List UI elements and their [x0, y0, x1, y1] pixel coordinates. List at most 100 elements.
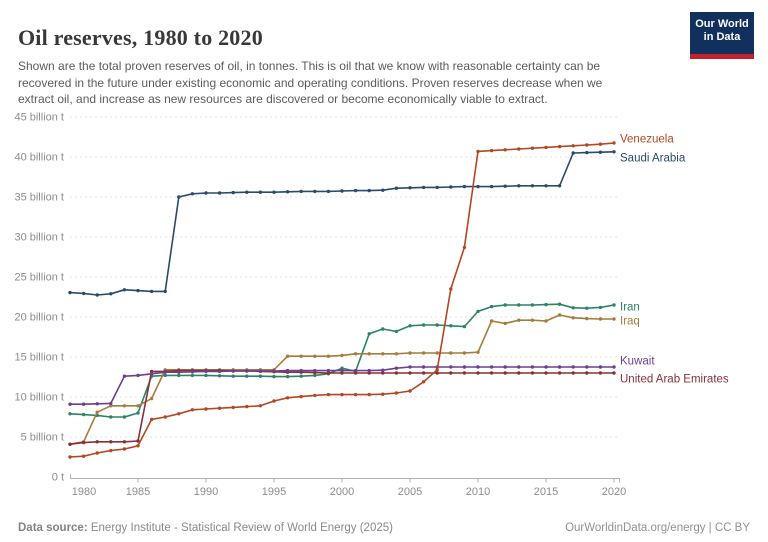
point-iraq-1982[interactable]	[95, 410, 99, 414]
point-venezuela-1995[interactable]	[272, 399, 276, 403]
point-kuwait-1992[interactable]	[231, 369, 235, 373]
point-iraq-2017[interactable]	[571, 316, 575, 320]
point-venezuela-1996[interactable]	[285, 396, 290, 400]
point-iran-2017[interactable]	[571, 306, 575, 310]
point-venezuela-2001[interactable]	[353, 392, 358, 397]
point-saudi-arabia-2011[interactable]	[489, 184, 494, 189]
point-kuwait-2008[interactable]	[449, 365, 453, 369]
point-saudi-arabia-2010[interactable]	[476, 184, 480, 189]
point-united-arab-emirates-2015[interactable]	[544, 371, 548, 375]
point-united-arab-emirates-1985[interactable]	[136, 439, 140, 443]
point-iraq-2003[interactable]	[381, 352, 385, 356]
point-kuwait-1986[interactable]	[149, 372, 154, 376]
point-iran-1997[interactable]	[299, 374, 303, 378]
point-saudi-arabia-1982[interactable]	[95, 293, 99, 297]
point-saudi-arabia-1980[interactable]	[68, 290, 72, 295]
point-iran-1991[interactable]	[217, 374, 222, 378]
point-iran-2006[interactable]	[421, 323, 426, 327]
point-united-arab-emirates-2012[interactable]	[503, 371, 507, 375]
point-iran-2010[interactable]	[476, 309, 480, 314]
point-kuwait-1993[interactable]	[245, 369, 249, 373]
point-venezuela-2018[interactable]	[585, 143, 589, 147]
point-venezuela-1998[interactable]	[313, 393, 317, 398]
point-venezuela-1983[interactable]	[109, 448, 113, 453]
point-venezuela-1990[interactable]	[204, 407, 208, 411]
point-iran-2020[interactable]	[612, 303, 616, 307]
point-venezuela-1986[interactable]	[149, 417, 154, 422]
point-iraq-2010[interactable]	[476, 350, 480, 354]
point-saudi-arabia-2012[interactable]	[503, 184, 507, 188]
point-kuwait-2011[interactable]	[489, 365, 494, 369]
point-kuwait-2013[interactable]	[517, 365, 521, 369]
point-iran-2014[interactable]	[530, 303, 535, 307]
point-kuwait-2001[interactable]	[353, 368, 358, 373]
line-iraq[interactable]	[69, 314, 614, 445]
point-iran-1980[interactable]	[68, 412, 72, 416]
point-kuwait-2010[interactable]	[476, 365, 480, 369]
point-saudi-arabia-2006[interactable]	[421, 185, 426, 190]
point-venezuela-1993[interactable]	[245, 404, 249, 409]
point-venezuela-2020[interactable]	[612, 141, 616, 145]
point-kuwait-1997[interactable]	[299, 368, 303, 373]
point-iran-1989[interactable]	[190, 373, 195, 378]
point-venezuela-1991[interactable]	[217, 406, 222, 410]
point-united-arab-emirates-2019[interactable]	[598, 371, 603, 375]
point-saudi-arabia-1998[interactable]	[313, 189, 317, 194]
point-iraq-2019[interactable]	[598, 317, 603, 321]
point-iraq-1985[interactable]	[136, 404, 140, 408]
point-iran-2002[interactable]	[367, 332, 371, 336]
point-iran-2015[interactable]	[544, 302, 548, 307]
point-iran-1998[interactable]	[313, 373, 317, 378]
point-iraq-2001[interactable]	[353, 352, 358, 356]
point-iran-2008[interactable]	[449, 324, 453, 328]
point-kuwait-1994[interactable]	[258, 369, 263, 373]
point-saudi-arabia-2001[interactable]	[353, 188, 358, 193]
legend-label-venezuela[interactable]: Venezuela	[620, 134, 674, 146]
point-iraq-2011[interactable]	[489, 319, 494, 323]
point-saudi-arabia-1981[interactable]	[81, 291, 86, 296]
point-kuwait-1988[interactable]	[177, 370, 181, 374]
point-iraq-2000[interactable]	[340, 353, 344, 358]
point-kuwait-1998[interactable]	[313, 368, 317, 373]
point-venezuela-2016[interactable]	[557, 144, 562, 149]
point-saudi-arabia-1991[interactable]	[217, 191, 222, 195]
point-united-arab-emirates-2006[interactable]	[421, 371, 426, 375]
point-iraq-2016[interactable]	[557, 313, 562, 317]
point-united-arab-emirates-1981[interactable]	[81, 440, 86, 445]
point-venezuela-1999[interactable]	[326, 392, 331, 397]
point-kuwait-1990[interactable]	[204, 369, 208, 374]
point-iraq-2006[interactable]	[421, 351, 426, 355]
point-saudi-arabia-2019[interactable]	[598, 150, 603, 154]
point-saudi-arabia-2009[interactable]	[462, 184, 467, 189]
point-united-arab-emirates-2007[interactable]	[435, 371, 439, 375]
point-kuwait-2005[interactable]	[408, 365, 412, 369]
point-saudi-arabia-2020[interactable]	[612, 150, 616, 154]
point-saudi-arabia-1995[interactable]	[272, 190, 276, 194]
point-united-arab-emirates-2009[interactable]	[462, 371, 467, 375]
point-venezuela-2006[interactable]	[421, 380, 426, 384]
point-iran-2007[interactable]	[435, 323, 439, 327]
point-venezuela-1988[interactable]	[177, 412, 181, 416]
point-iraq-2008[interactable]	[449, 351, 453, 355]
point-saudi-arabia-2007[interactable]	[435, 185, 439, 190]
point-iran-1996[interactable]	[285, 374, 290, 379]
point-saudi-arabia-1984[interactable]	[122, 288, 127, 292]
point-venezuela-2004[interactable]	[394, 391, 399, 395]
point-iran-1985[interactable]	[136, 411, 140, 415]
point-saudi-arabia-1992[interactable]	[231, 190, 235, 195]
point-saudi-arabia-1997[interactable]	[299, 189, 303, 194]
point-iran-1992[interactable]	[231, 374, 235, 378]
point-venezuela-2010[interactable]	[476, 149, 480, 154]
point-saudi-arabia-2002[interactable]	[367, 188, 371, 193]
point-kuwait-2015[interactable]	[544, 365, 548, 369]
point-iraq-2012[interactable]	[503, 321, 507, 326]
point-venezuela-2007[interactable]	[435, 368, 439, 372]
point-venezuela-2012[interactable]	[503, 148, 507, 152]
point-kuwait-2003[interactable]	[381, 368, 385, 372]
point-venezuela-2014[interactable]	[530, 146, 535, 150]
point-kuwait-1987[interactable]	[163, 370, 167, 374]
point-united-arab-emirates-2017[interactable]	[571, 371, 575, 375]
point-venezuela-2002[interactable]	[367, 392, 371, 397]
point-kuwait-1981[interactable]	[81, 402, 86, 406]
point-saudi-arabia-2017[interactable]	[571, 151, 575, 155]
